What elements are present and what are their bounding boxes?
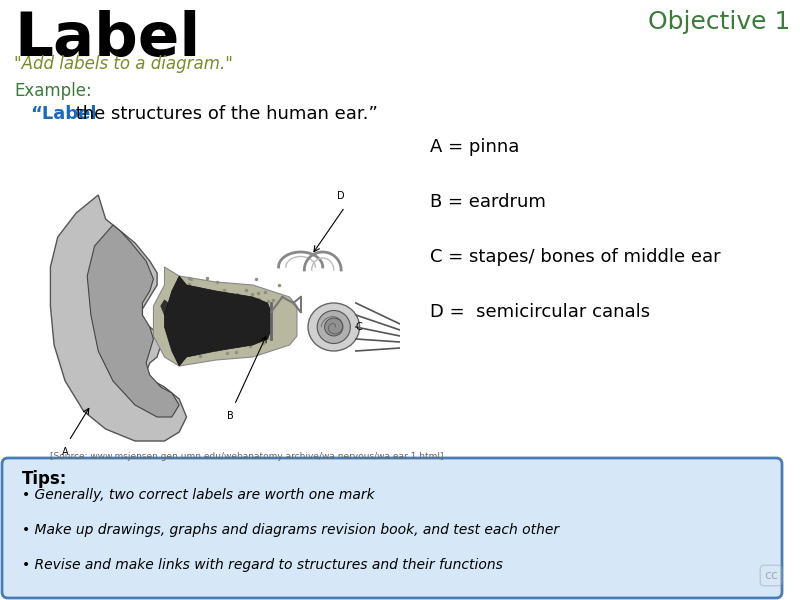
- Text: Objective 1: Objective 1: [648, 10, 790, 34]
- Text: "Add labels to a diagram.": "Add labels to a diagram.": [14, 55, 233, 73]
- Text: B = eardrum: B = eardrum: [430, 193, 546, 211]
- Polygon shape: [154, 267, 297, 366]
- Text: • Revise and make links with regard to structures and their functions: • Revise and make links with regard to s…: [22, 558, 503, 572]
- Text: the structures of the human ear.”: the structures of the human ear.”: [70, 105, 378, 123]
- Text: A: A: [62, 447, 68, 457]
- Text: C = stapes/ bones of middle ear: C = stapes/ bones of middle ear: [430, 248, 721, 266]
- FancyBboxPatch shape: [2, 458, 782, 598]
- Ellipse shape: [317, 311, 350, 343]
- Ellipse shape: [308, 303, 359, 351]
- Text: • Generally, two correct labels are worth one mark: • Generally, two correct labels are wort…: [22, 488, 374, 502]
- Text: Example:: Example:: [14, 82, 92, 100]
- Text: A = pinna: A = pinna: [430, 138, 519, 156]
- Text: B: B: [227, 411, 234, 421]
- Text: D: D: [338, 191, 345, 201]
- Text: C: C: [356, 322, 362, 332]
- Text: Label: Label: [14, 10, 200, 69]
- Text: cc: cc: [764, 569, 778, 582]
- Text: [Source: www.msjensen.gen.umn.edu/webanatomy archive/wa nervous/wa ear 1.html]: [Source: www.msjensen.gen.umn.edu/webana…: [50, 452, 443, 461]
- Ellipse shape: [325, 318, 343, 336]
- Polygon shape: [50, 195, 186, 441]
- Polygon shape: [161, 300, 271, 330]
- Polygon shape: [87, 225, 179, 417]
- Text: D =  semicircular canals: D = semicircular canals: [430, 303, 650, 321]
- Text: Tips:: Tips:: [22, 470, 67, 488]
- Text: • Make up drawings, graphs and diagrams revision book, and test each other: • Make up drawings, graphs and diagrams …: [22, 523, 559, 537]
- Text: “Label: “Label: [30, 105, 97, 123]
- Polygon shape: [165, 276, 271, 366]
